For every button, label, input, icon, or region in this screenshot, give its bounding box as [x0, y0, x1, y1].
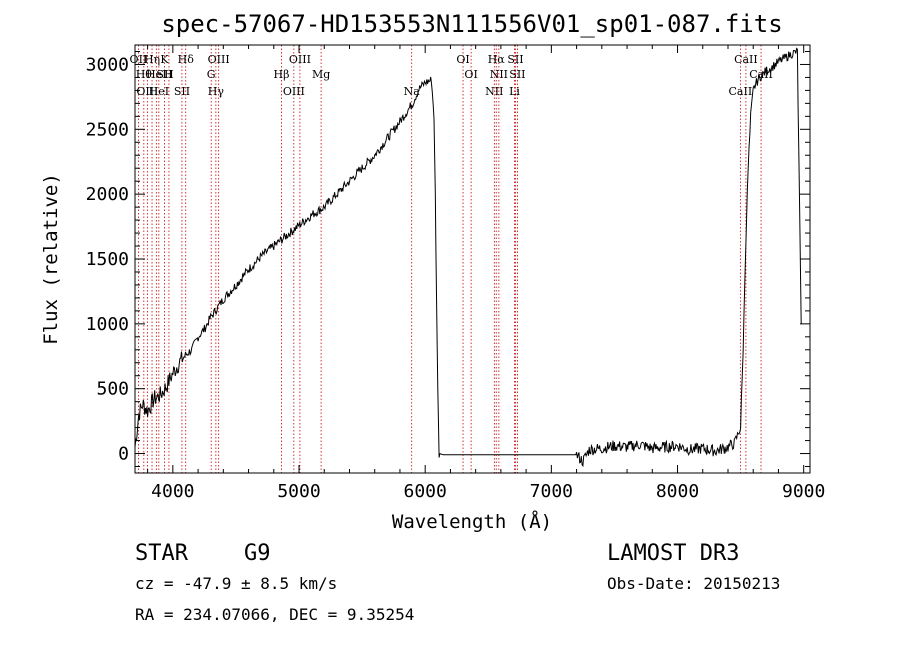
line-label: SII: [156, 68, 172, 81]
line-label: K: [160, 53, 169, 66]
line-label: Hγ: [208, 85, 225, 98]
x-tick-label: 5000: [277, 481, 320, 502]
line-label: H: [164, 68, 174, 81]
y-axis-label: Flux (relative): [40, 173, 62, 345]
line-label: SII: [174, 85, 190, 98]
x-tick-label: 8000: [656, 481, 699, 502]
obs-date-label: Obs-Date: 20150213: [607, 574, 780, 593]
line-label: Hδ: [178, 53, 195, 66]
line-label: SII: [509, 68, 525, 81]
line-label: CaII: [729, 85, 753, 98]
line-label: OI: [464, 68, 477, 81]
x-tick-label: 4000: [151, 481, 194, 502]
line-label: Hα: [488, 53, 506, 66]
plot-frame: [134, 44, 811, 474]
line-label: NII: [490, 68, 508, 81]
line-label: NII: [485, 85, 503, 98]
survey-label: LAMOST DR3: [607, 541, 739, 566]
subclass-label: G9: [244, 541, 271, 566]
line-label: OIII: [289, 53, 311, 66]
spectrum-line: [134, 47, 802, 468]
radec-label: RA = 234.07066, DEC = 9.35254: [135, 605, 414, 624]
line-label: HeI: [146, 68, 166, 81]
line-label: OII: [130, 53, 148, 66]
chart-title: spec-57067-HD153553N111556V01_sp01-087.f…: [161, 10, 782, 38]
line-label: Na: [404, 85, 421, 98]
y-tick-label: 3000: [86, 54, 129, 75]
y-tick-label: 2500: [86, 119, 129, 140]
line-label: OIII: [136, 85, 158, 98]
line-label: OIII: [283, 85, 305, 98]
y-tick-label: 0: [118, 444, 129, 465]
emission-line-markers: [138, 45, 762, 473]
line-label: OIII: [208, 53, 230, 66]
x-tick-label: 9000: [782, 481, 825, 502]
line-label: Mg: [312, 68, 330, 81]
line-label: G: [207, 68, 216, 81]
x-axis-ticks: 4000 5000 6000 7000 8000 9000: [147, 45, 825, 502]
y-tick-label: 1500: [86, 249, 129, 270]
line-label: Hβ: [274, 68, 290, 81]
line-label: Li: [509, 85, 520, 98]
emission-line-labels: OIIHθOIIIHηHeIHeIKSIIHSIIHδGHγOIIIHβOIII…: [130, 53, 773, 98]
class-label: STAR: [135, 541, 189, 566]
x-axis-label: Wavelength (Å): [392, 510, 552, 533]
line-label: SII: [507, 53, 523, 66]
line-label: OI: [456, 53, 469, 66]
y-tick-label: 2000: [86, 184, 129, 205]
x-tick-label: 6000: [404, 481, 447, 502]
line-label: Hη: [144, 53, 160, 66]
line-label: HeI: [149, 85, 169, 98]
y-tick-label: 500: [96, 379, 129, 400]
y-tick-label: 1000: [86, 314, 129, 335]
x-tick-label: 7000: [530, 481, 573, 502]
y-axis-ticks: 0 500 1000 1500 2000 2500 3000: [86, 50, 810, 468]
cz-label: cz = -47.9 ± 8.5 km/s: [135, 574, 337, 593]
line-label: CaII: [734, 53, 758, 66]
